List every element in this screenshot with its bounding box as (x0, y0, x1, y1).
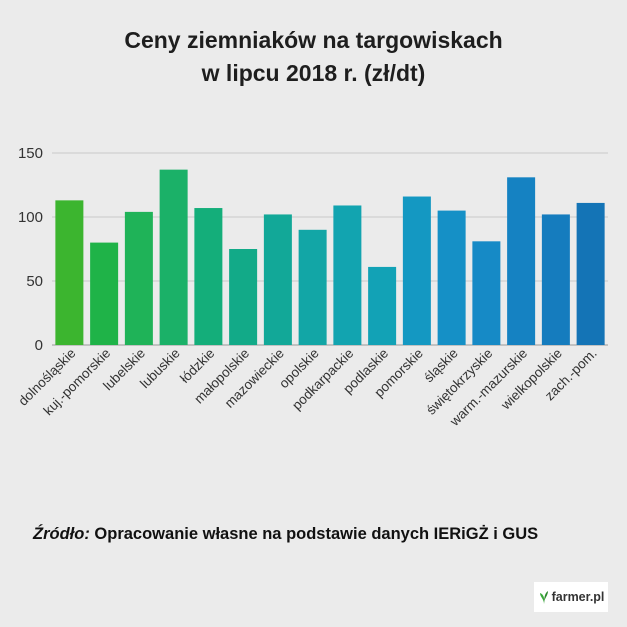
bar (333, 205, 362, 345)
bar (368, 266, 397, 345)
bar (541, 214, 570, 345)
y-tick-label: 50 (26, 273, 43, 290)
bar (298, 229, 327, 345)
bar (55, 200, 84, 345)
bar (263, 214, 292, 345)
bar (472, 241, 501, 345)
source-note: Źródło: Opracowanie własne na podstawie … (33, 525, 538, 544)
bar-chart: 050100150dolnośląskiekuj.-pomorskielubel… (15, 145, 608, 429)
leaf-icon (539, 591, 548, 604)
bar (90, 242, 119, 345)
bar (229, 249, 258, 345)
bar (124, 211, 153, 345)
bar (194, 208, 223, 345)
bar (159, 169, 188, 345)
bar (576, 202, 605, 345)
farmer-logo: farmer.pl (534, 582, 608, 612)
bar (507, 177, 536, 345)
bar (437, 210, 466, 345)
y-tick-label: 100 (18, 209, 43, 226)
source-text: Opracowanie własne na podstawie danych I… (89, 525, 539, 543)
bar (402, 196, 431, 345)
chart-title-line-1: Ceny ziemniaków na targowiskach (124, 27, 503, 53)
y-tick-label: 150 (18, 145, 43, 162)
logo-text: farmer.pl (551, 590, 605, 604)
source-label: Źródło: (33, 525, 90, 543)
chart-title-line-2: w lipcu 2018 r. (zł/dt) (201, 60, 426, 86)
y-tick-label: 0 (35, 337, 43, 354)
